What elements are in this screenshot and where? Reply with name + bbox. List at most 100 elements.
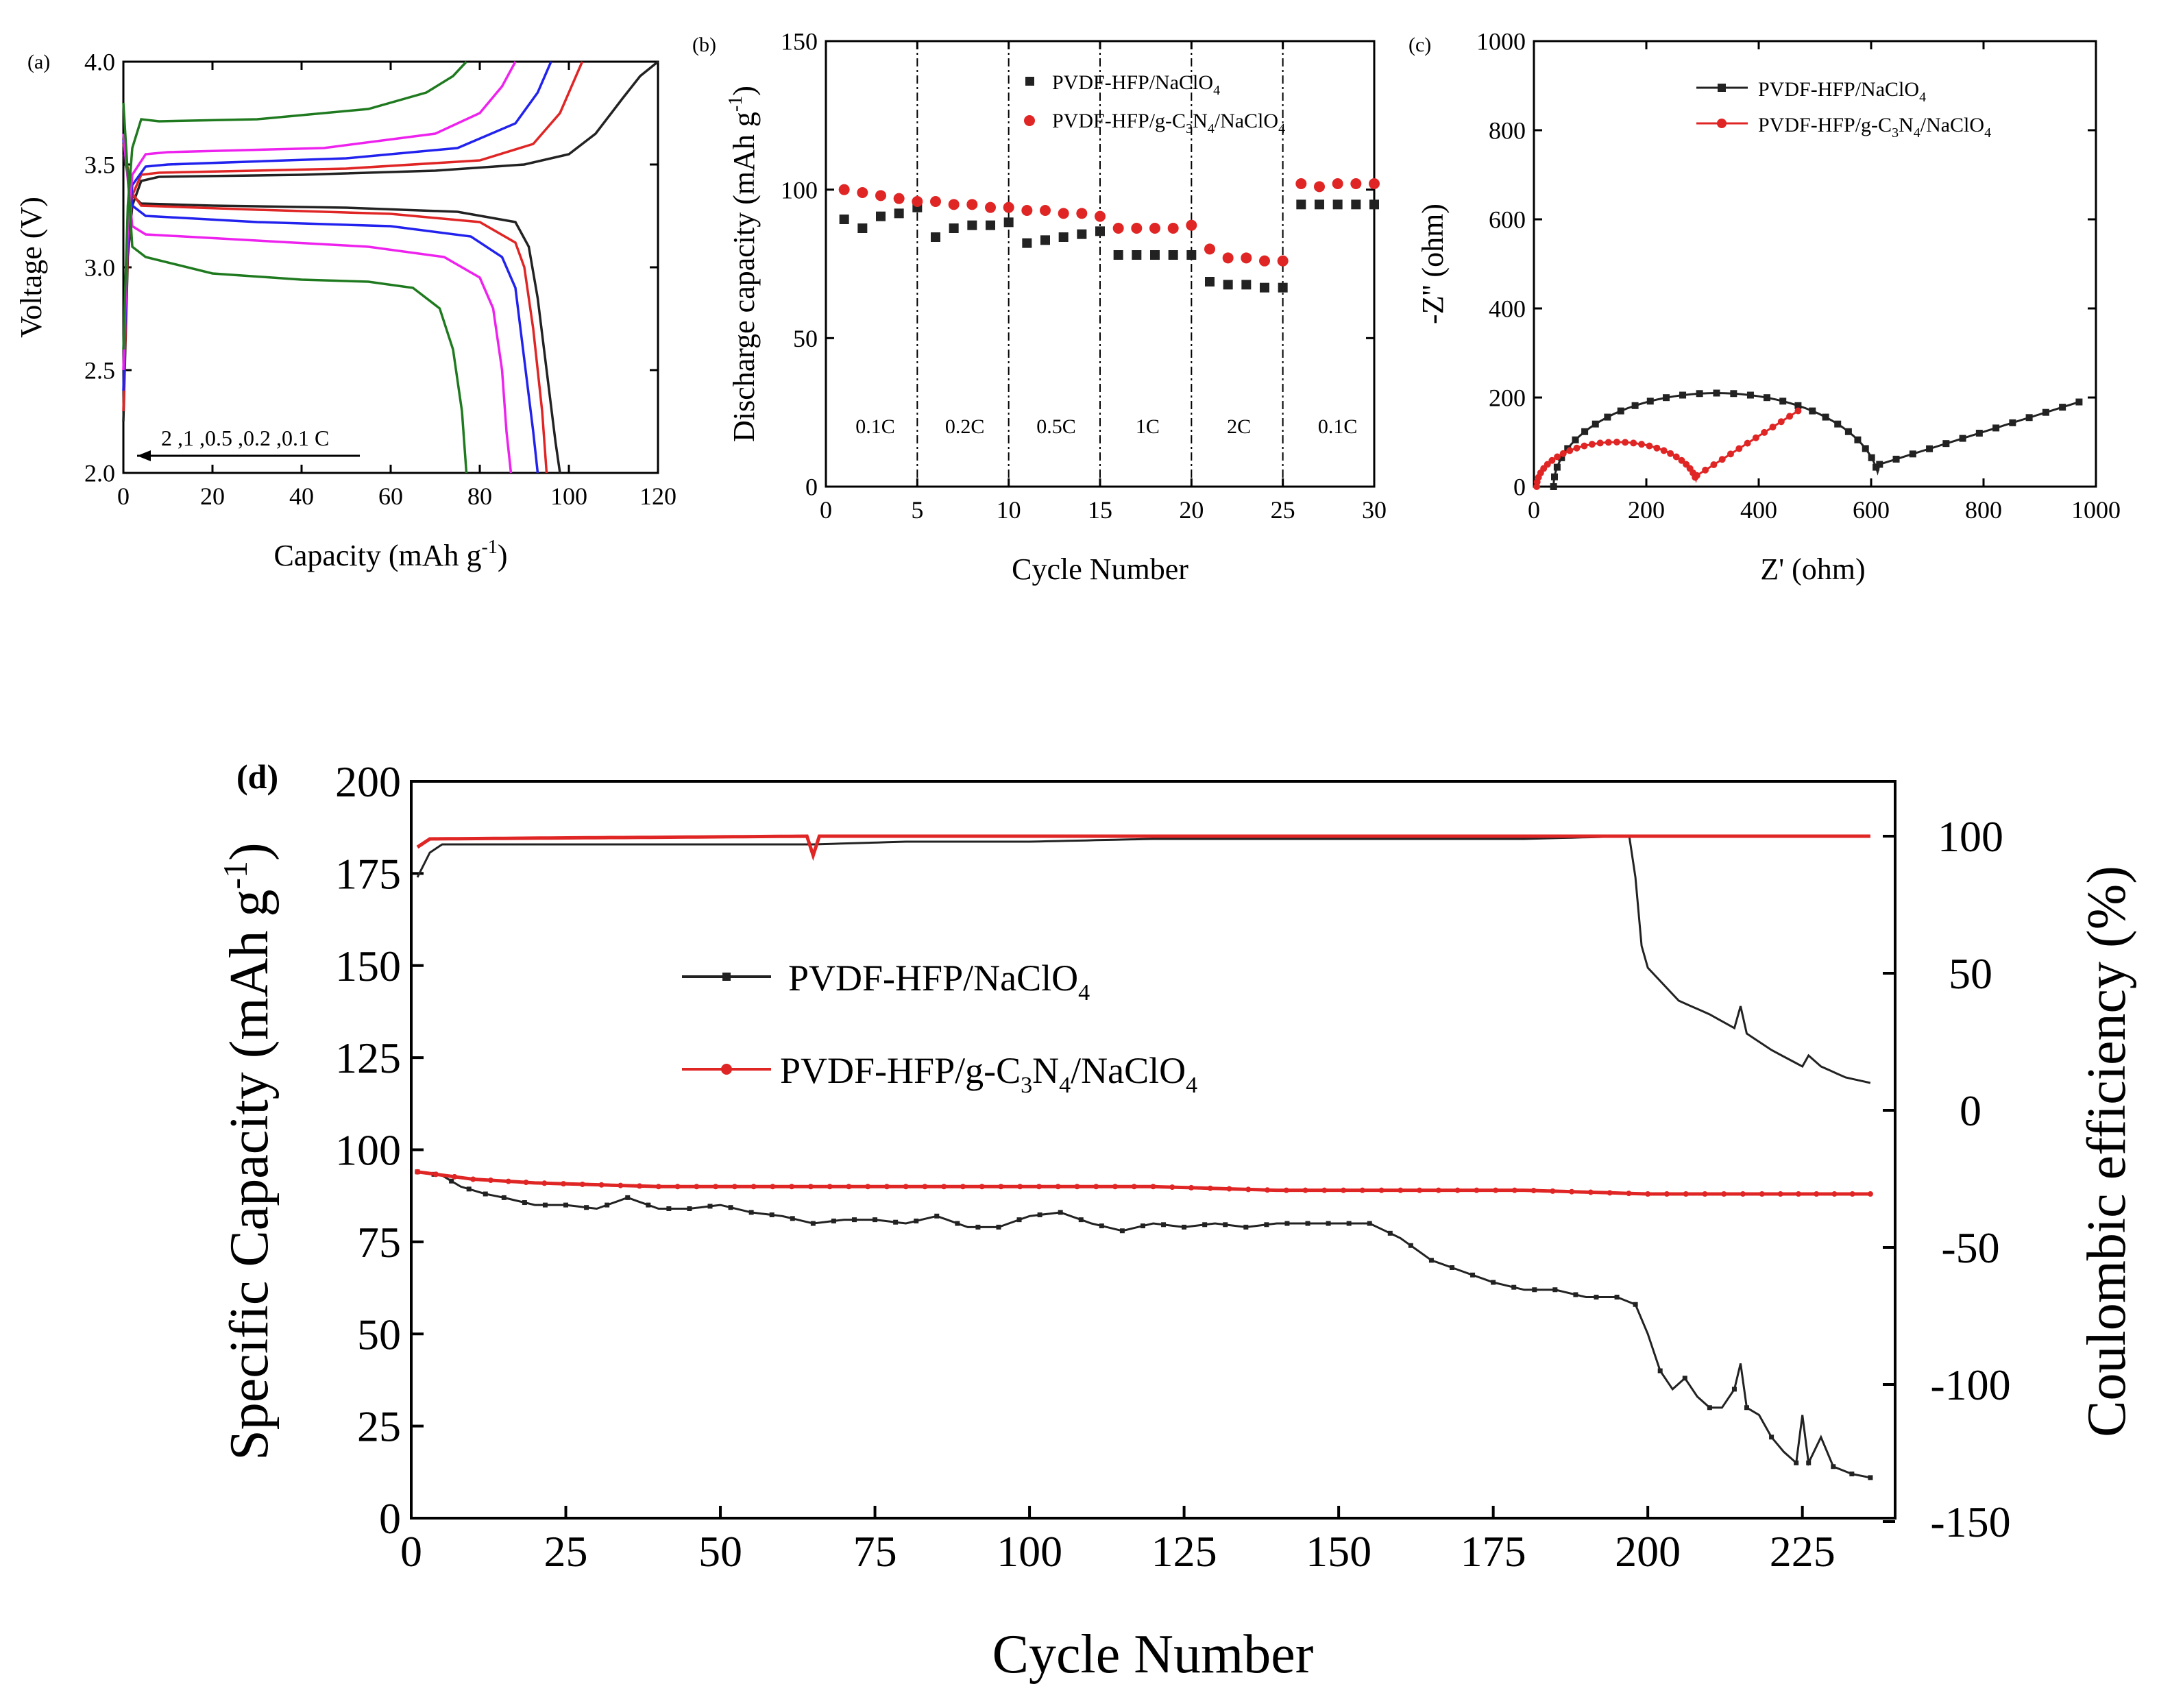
nyquist-point-circle (1769, 424, 1777, 431)
panel-c-legend: PVDF-HFP/NaClO4 PVDF-HFP/g-C3N4/NaClO4 (1696, 78, 1991, 141)
capacity-line-red-point (960, 1184, 966, 1190)
capacity-line-black-point (1305, 1221, 1310, 1226)
nyquist-point-square (1763, 394, 1770, 402)
efficiency-line-red (416, 834, 1870, 862)
data-point-square (949, 223, 959, 233)
data-point-square (1022, 238, 1032, 248)
capacity-line-black (417, 1171, 1871, 1479)
capacity-line-red-point (1188, 1184, 1195, 1191)
x-tick-label: 20 (200, 483, 225, 510)
data-point-circle (1076, 208, 1088, 219)
y2-tick-label: 100 (1938, 812, 2003, 861)
legend-label-pvdf-gc3n4: PVDF-HFP/g-C3N4/NaClO4 (1758, 114, 1991, 141)
nyquist-point-circle (1653, 444, 1661, 452)
capacity-line-black-point (687, 1206, 692, 1211)
capacity-line-black-point (1428, 1258, 1434, 1263)
curve-charge-1C (122, 61, 517, 371)
data-point-circle (875, 190, 886, 202)
legend-marker-circle (1024, 115, 1035, 126)
capacity-line-black-point (1450, 1265, 1455, 1270)
rate-label: 0.2C (945, 415, 985, 438)
legend-label-pvdf-naclo4: PVDF-HFP/NaClO4 (1758, 78, 1926, 105)
capacity-line-black-point (1633, 1302, 1638, 1307)
data-point-circle (1186, 219, 1197, 231)
capacity-line-red-point (452, 1173, 458, 1180)
y-tick-label: 800 (1489, 117, 1526, 145)
capacity-line-red-point (1511, 1187, 1517, 1193)
nyquist-point-circle (1794, 407, 1802, 415)
panel-d-tag: (d) (236, 757, 278, 796)
data-point-square (1260, 282, 1269, 293)
panel-d-axes: 0 25 50 75 100 125 150 175 200 225 0 25 50 75 100 125 15… (335, 757, 2011, 1576)
capacity-line-red-point (433, 1171, 439, 1178)
x-tick-label: 1000 (2071, 496, 2121, 524)
y-tick-label: 0 (805, 474, 818, 501)
data-point-circle (1277, 255, 1289, 267)
nyquist-point-circle (1710, 461, 1718, 469)
legend-marker-square (1025, 77, 1034, 86)
y2-tick-label: 0 (1960, 1086, 1981, 1135)
capacity-line-red-point (1265, 1187, 1271, 1193)
data-point-square (1003, 217, 1014, 228)
data-point-square (986, 220, 995, 230)
capacity-line-red-point (941, 1184, 947, 1190)
capacity-line-red-point (1321, 1187, 1328, 1193)
capacity-line-black-point (646, 1202, 651, 1208)
nyquist-point-square (1809, 407, 1816, 415)
data-point-circle (838, 184, 850, 195)
capacity-line-black-point (1831, 1464, 1836, 1469)
panel-d-legend: PVDF-HFP/NaClO4 PVDF-HFP/g-C3N4/NaClO4 (682, 957, 1197, 1098)
nyquist-point-circle (1752, 434, 1759, 441)
panel-c-frame (1533, 40, 2097, 488)
capacity-line-black-point (1387, 1230, 1393, 1236)
capacity-line-red-point (979, 1184, 985, 1190)
nyquist-point-circle (1718, 456, 1726, 463)
x-tick-label: 100 (997, 1527, 1062, 1576)
capacity-line-black-point (1594, 1295, 1599, 1300)
nyquist-point-square (1550, 483, 1557, 490)
nyquist-point-square (1779, 398, 1787, 405)
data-point-square (857, 223, 868, 233)
y-tick-label: 50 (357, 1310, 401, 1358)
capacity-line-red-point (883, 1184, 890, 1190)
rate-label: 2C (1227, 415, 1251, 438)
y-tick-label: 100 (335, 1126, 401, 1175)
capacity-line-black-point (1573, 1292, 1578, 1297)
panel-c-axes: 0 200 400 600 800 1000 0 200 400 600 800 1000 (1476, 28, 2121, 524)
capacity-line-black-point (1223, 1222, 1228, 1228)
capacity-line-red-point (1017, 1184, 1023, 1190)
capacity-line-black-point (1284, 1221, 1290, 1226)
y-tick-label: 75 (357, 1218, 401, 1267)
data-point-square (1132, 250, 1142, 260)
y-tick-label: 3.5 (84, 151, 115, 179)
y-tick-label: 125 (335, 1034, 401, 1082)
data-point-square (1040, 235, 1050, 245)
capacity-line-black-point (893, 1219, 899, 1225)
capacity-line-black-point (934, 1213, 940, 1219)
capacity-line-red-point (1302, 1187, 1308, 1193)
nyquist-point-square (1844, 428, 1852, 435)
x-tick-label: 30 (1362, 496, 1387, 524)
curve-discharge-0.5C (122, 139, 539, 474)
x-tick-label: 25 (544, 1527, 588, 1576)
nyquist-point-circle (1672, 453, 1680, 461)
capacity-line-red-point (1795, 1191, 1801, 1197)
capacity-line-red-point (770, 1184, 776, 1190)
capacity-line-red-point (1341, 1187, 1347, 1193)
capacity-line-red-point (523, 1180, 529, 1186)
y-tick-label: 200 (335, 757, 401, 806)
legend-marker-circle (721, 1064, 732, 1075)
data-point-circle (1241, 252, 1252, 264)
capacity-line-black-point (1532, 1287, 1537, 1293)
capacity-line-black-point (1491, 1280, 1496, 1285)
data-point-circle (1167, 223, 1179, 234)
nyquist-point-circle (1744, 439, 1751, 447)
data-point-circle (1332, 178, 1343, 189)
capacity-line-black-point (542, 1202, 548, 1208)
y2-tick-label: -50 (1941, 1223, 1999, 1272)
panel-a-axes: 0 20 40 60 80 100 120 2.0 2.5 3.0 3.5 4.0 (84, 49, 676, 510)
nyquist-point-square (1746, 391, 1754, 399)
nyquist-point-circle (1544, 461, 1551, 468)
capacity-line-black-point (1731, 1387, 1737, 1392)
nyquist-point-square (1553, 463, 1561, 471)
